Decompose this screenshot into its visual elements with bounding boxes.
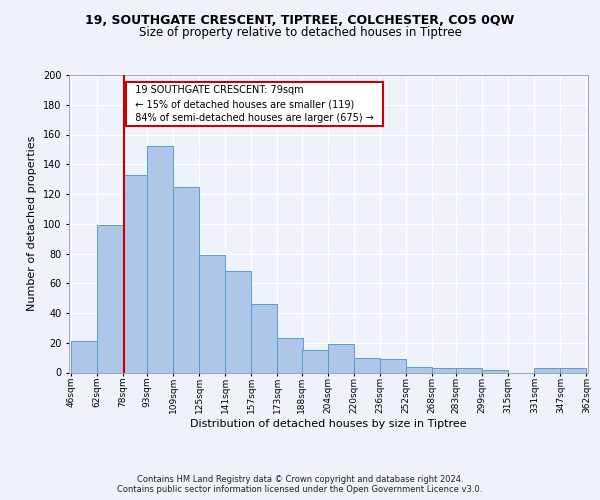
Bar: [147, 146, 173, 372]
Text: 19, SOUTHGATE CRESCENT, TIPTREE, COLCHESTER, CO5 0QW: 19, SOUTHGATE CRESCENT, TIPTREE, COLCHES…: [85, 14, 515, 26]
Bar: [199, 255, 225, 372]
Bar: [482, 370, 508, 372]
Bar: [432, 368, 458, 372]
Bar: [354, 358, 380, 372]
Bar: [456, 368, 482, 372]
Text: Contains public sector information licensed under the Open Government Licence v3: Contains public sector information licen…: [118, 484, 482, 494]
Bar: [380, 359, 406, 372]
Bar: [328, 344, 354, 372]
Bar: [225, 272, 251, 372]
Bar: [173, 186, 199, 372]
Bar: [406, 366, 432, 372]
Bar: [97, 225, 122, 372]
Bar: [251, 304, 277, 372]
Bar: [277, 338, 303, 372]
X-axis label: Distribution of detached houses by size in Tiptree: Distribution of detached houses by size …: [190, 418, 467, 428]
Bar: [122, 174, 149, 372]
Text: Contains HM Land Registry data © Crown copyright and database right 2024.: Contains HM Land Registry data © Crown c…: [137, 476, 463, 484]
Bar: [302, 350, 328, 372]
Bar: [535, 368, 560, 372]
Y-axis label: Number of detached properties: Number of detached properties: [28, 136, 37, 312]
Bar: [71, 342, 97, 372]
Text: 19 SOUTHGATE CRESCENT: 79sqm  
  ← 15% of detached houses are smaller (119)  
  : 19 SOUTHGATE CRESCENT: 79sqm ← 15% of de…: [129, 86, 380, 124]
Bar: [560, 368, 586, 372]
Text: Size of property relative to detached houses in Tiptree: Size of property relative to detached ho…: [139, 26, 461, 39]
